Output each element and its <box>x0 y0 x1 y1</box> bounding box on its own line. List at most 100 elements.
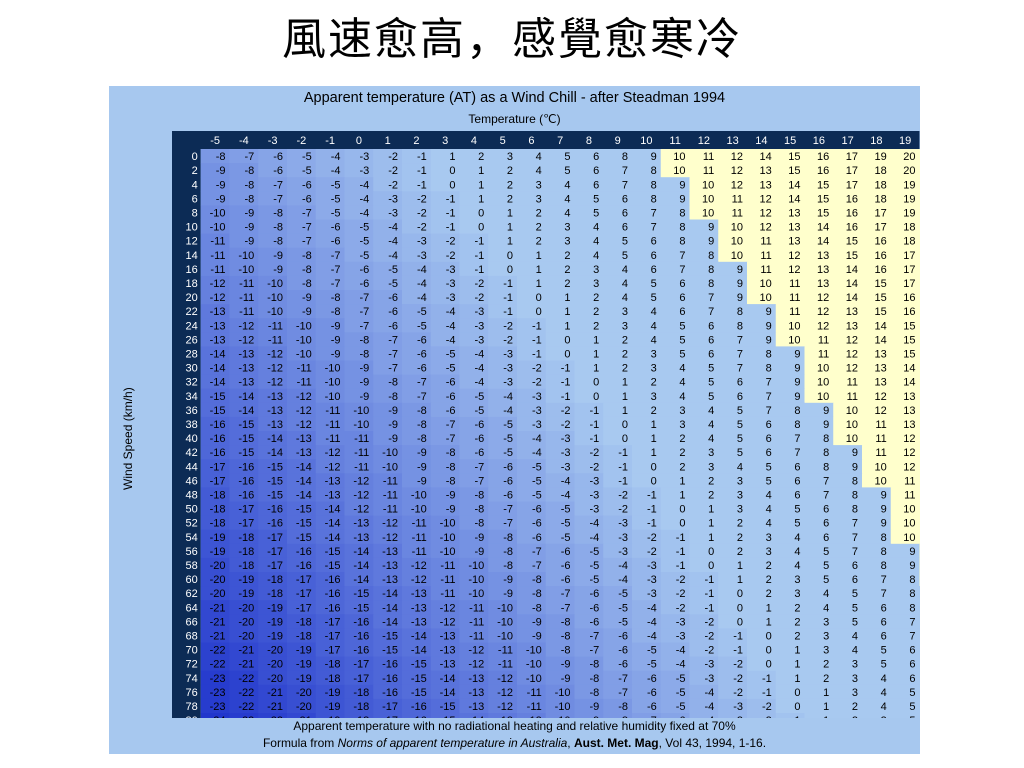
cell-value: -2 <box>388 151 398 163</box>
cell-value: 6 <box>909 659 915 671</box>
cell-value: -10 <box>296 320 312 332</box>
data-cell <box>517 290 547 305</box>
data-cell <box>545 402 575 418</box>
data-cell <box>919 459 920 474</box>
cell-value: -8 <box>388 391 398 403</box>
cell-value: -1 <box>446 193 456 205</box>
cell-value: -8 <box>474 518 484 530</box>
cell-value: 15 <box>846 250 858 262</box>
cell-value: -1 <box>532 334 542 346</box>
data-cell <box>890 656 920 672</box>
data-cell <box>574 318 604 333</box>
data-cell <box>603 656 633 672</box>
data-cell <box>488 487 518 502</box>
cell-value: 12 <box>903 461 915 473</box>
data-cell <box>775 416 805 432</box>
cell-value: 18 <box>875 179 887 191</box>
data-cell <box>200 487 230 502</box>
data-cell <box>890 586 920 601</box>
data-cell <box>229 515 259 531</box>
data-cell <box>804 698 834 714</box>
data-cell <box>574 515 604 531</box>
data-cell <box>603 600 633 615</box>
data-cell <box>775 233 805 249</box>
cell-value: 0 <box>622 433 628 445</box>
cell-value: -17 <box>382 715 398 718</box>
data-cell <box>488 459 518 474</box>
cell-value: 14 <box>817 236 829 248</box>
cell-value: -6 <box>647 701 657 713</box>
data-cell <box>545 177 575 192</box>
cell-value: 2 <box>679 447 685 459</box>
cell-value: 7 <box>708 292 714 304</box>
cell-value: 7 <box>909 631 915 643</box>
cell-value: -12 <box>296 391 312 403</box>
data-cell <box>430 431 460 446</box>
data-cell <box>890 346 920 361</box>
cell-value: -3 <box>417 236 427 248</box>
cell-value: -4 <box>388 222 398 234</box>
cell-value: 8 <box>737 320 743 332</box>
cell-value: -14 <box>267 447 283 459</box>
data-cell <box>287 290 317 305</box>
data-cell <box>603 431 633 446</box>
cell-value: 7 <box>651 222 657 234</box>
cell-value: -1 <box>503 306 513 318</box>
cell-value: -5 <box>503 419 513 431</box>
data-cell <box>517 586 547 601</box>
cell-value: 0 <box>536 306 542 318</box>
data-cell <box>862 219 892 235</box>
cell-value: -3 <box>532 419 542 431</box>
data-cell <box>315 149 345 164</box>
cell-value: 5 <box>881 645 887 657</box>
data-cell <box>574 290 604 305</box>
data-cell <box>430 219 460 235</box>
cell-value: -6 <box>388 320 398 332</box>
data-cell <box>545 388 575 404</box>
cell-value: -6 <box>417 349 427 361</box>
y-tick-label: 64 <box>186 602 198 614</box>
cell-value: 7 <box>622 165 628 177</box>
data-cell <box>287 543 317 559</box>
cell-value: -20 <box>238 631 254 643</box>
data-cell <box>287 177 317 192</box>
data-cell <box>430 163 460 178</box>
cell-value: -13 <box>382 574 398 586</box>
y-tick-label: 18 <box>186 278 198 290</box>
data-cell <box>373 247 403 263</box>
cell-value: -1 <box>532 320 542 332</box>
data-cell <box>689 261 719 277</box>
data-cell <box>488 642 518 658</box>
data-cell <box>459 275 489 291</box>
cell-value: 17 <box>846 165 858 177</box>
data-cell <box>344 318 374 333</box>
cell-value: 0 <box>737 588 743 600</box>
data-cell <box>890 163 920 178</box>
cell-value: 2 <box>593 320 599 332</box>
data-cell <box>660 304 690 319</box>
cell-value: -6 <box>618 645 628 657</box>
data-cell <box>430 177 460 192</box>
data-cell <box>430 275 460 291</box>
data-cell <box>632 501 662 517</box>
data-cell <box>919 698 920 714</box>
data-cell <box>804 670 834 686</box>
cell-value: -8 <box>618 715 628 718</box>
cell-value: 7 <box>852 518 858 530</box>
cell-value: 17 <box>875 208 887 220</box>
cell-value: -5 <box>589 574 599 586</box>
cell-value: -9 <box>388 405 398 417</box>
data-cell <box>919 205 920 220</box>
data-cell <box>890 698 920 714</box>
data-cell <box>862 459 892 474</box>
cell-value: 2 <box>651 377 657 389</box>
cell-value: -16 <box>353 616 369 628</box>
data-cell <box>660 233 690 249</box>
data-cell <box>862 318 892 333</box>
cell-value: 5 <box>708 377 714 389</box>
data-cell <box>603 346 633 361</box>
cell-value: -10 <box>296 349 312 361</box>
data-cell <box>258 628 288 643</box>
cell-value: 4 <box>651 306 657 318</box>
cell-value: -2 <box>561 405 571 417</box>
